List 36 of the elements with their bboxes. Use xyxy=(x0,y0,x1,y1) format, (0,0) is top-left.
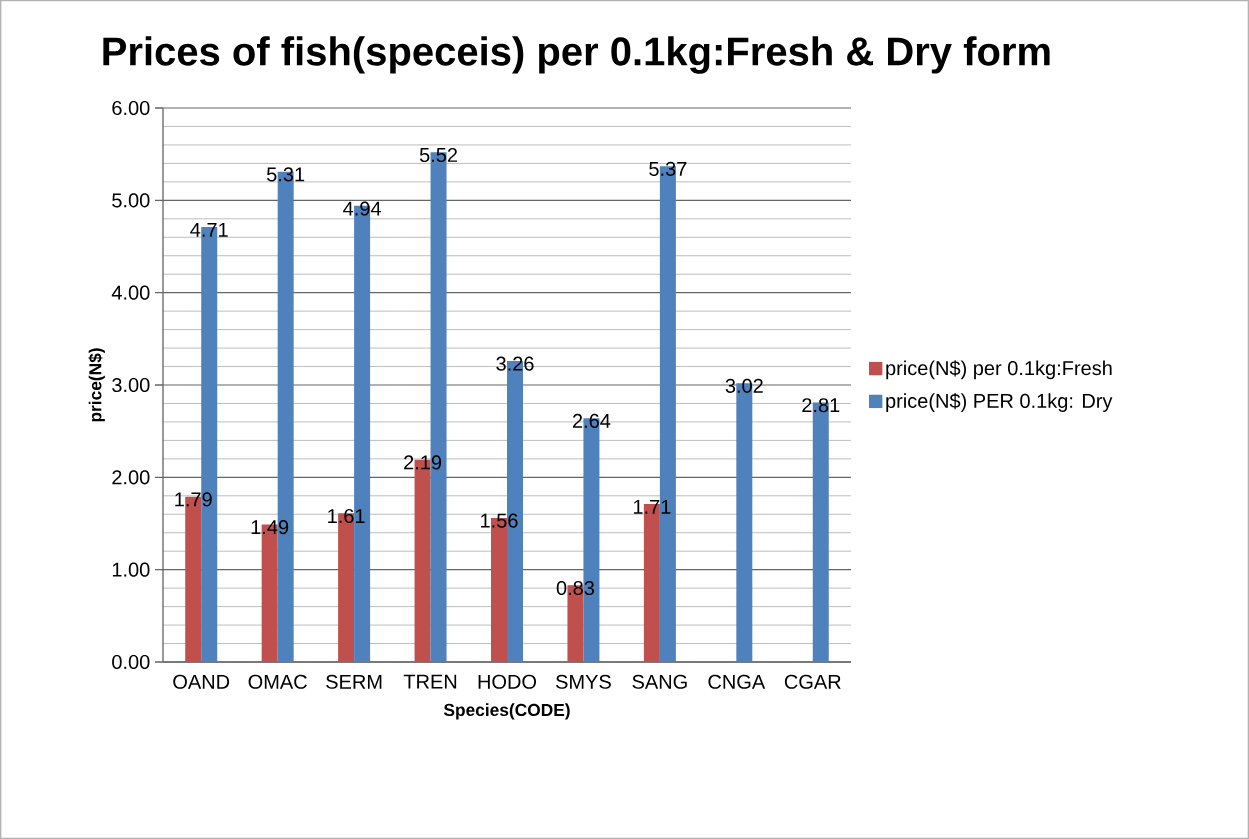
data-label: 1.71 xyxy=(633,499,671,514)
data-label: 2.19 xyxy=(404,455,442,470)
data-label: 2.64 xyxy=(572,413,611,428)
y-tick-label: 5.00 xyxy=(112,193,150,208)
x-tick-label: OMAC xyxy=(248,674,307,689)
data-label: 5.37 xyxy=(649,161,687,176)
legend-label: price(N$) PER 0.1kg: Dry xyxy=(886,393,1113,412)
y-tick-label: 4.00 xyxy=(111,285,150,300)
y-axis-title: price(N$) xyxy=(88,348,105,422)
x-tick-label: HODO xyxy=(478,674,537,689)
data-label: 1.79 xyxy=(175,492,212,507)
y-tick-label: 1.00 xyxy=(112,562,150,577)
data-label: 5.31 xyxy=(267,167,305,182)
x-tick-label: SERM xyxy=(326,674,382,689)
data-label: 2.81 xyxy=(802,398,840,413)
data-label: 3.26 xyxy=(496,356,534,371)
x-tick-label: SMYS xyxy=(556,674,611,689)
legend-label: price(N$) per 0.1kg:Fresh xyxy=(886,360,1112,380)
y-tick-label: 2.00 xyxy=(112,470,150,485)
data-label: 1.61 xyxy=(328,508,365,524)
x-tick-label: CGAR xyxy=(784,674,841,689)
y-tick-label: 0.00 xyxy=(112,654,150,670)
data-label: 1.56 xyxy=(481,513,518,528)
y-tick-label: 3.00 xyxy=(112,377,150,393)
data-label: 0.83 xyxy=(556,580,595,596)
x-tick-label: SANG xyxy=(632,674,687,689)
data-label: 1.49 xyxy=(251,520,289,535)
data-label: 3.02 xyxy=(725,378,763,393)
x-tick-label: CNGA xyxy=(708,674,766,689)
x-tick-label: TREN xyxy=(403,674,457,689)
data-label: 4.94 xyxy=(343,201,381,216)
x-tick-label: OAND xyxy=(173,674,230,689)
x-axis-title: Species(CODE) xyxy=(443,703,570,720)
y-tick-label: 6.00 xyxy=(112,100,150,116)
data-label: 5.52 xyxy=(419,147,458,163)
chart-title: Prices of fish(speceis) per 0.1kg:Fresh & Dry form xyxy=(103,36,1050,74)
